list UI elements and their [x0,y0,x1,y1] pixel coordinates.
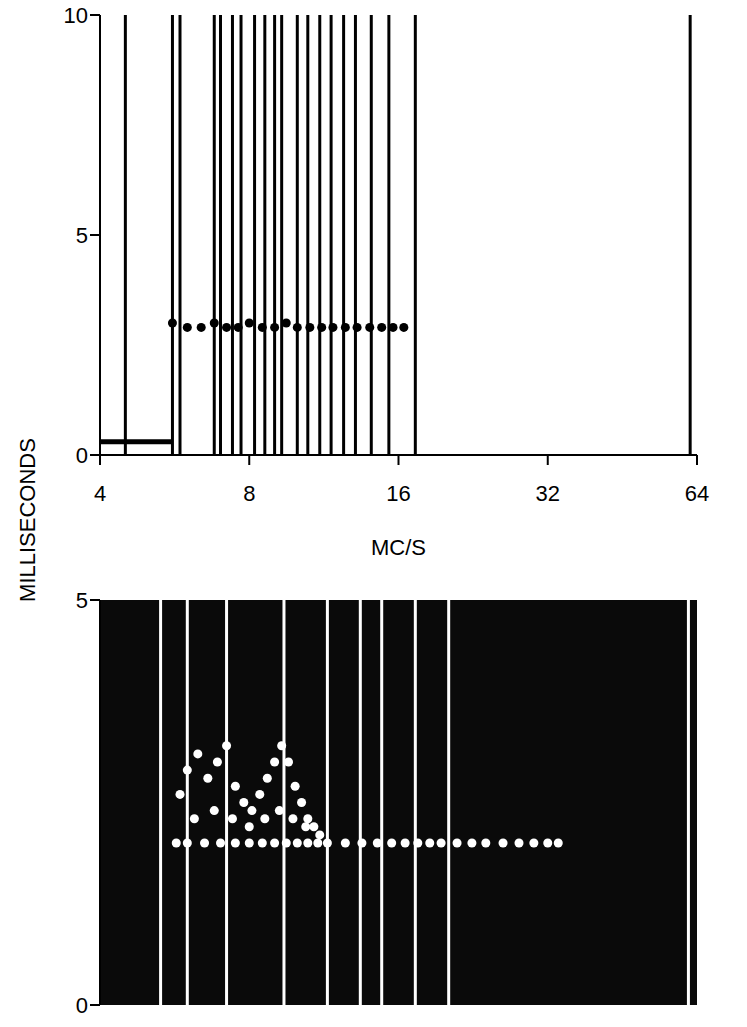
svg-text:0: 0 [76,443,88,468]
svg-text:10: 10 [64,3,88,28]
svg-text:5: 5 [76,223,88,248]
svg-text:MC/S: MC/S [371,535,426,560]
svg-text:64: 64 [685,481,709,506]
svg-text:4: 4 [94,481,106,506]
svg-text:32: 32 [536,481,560,506]
svg-text:0: 0 [76,993,88,1018]
svg-text:5: 5 [76,588,88,613]
svg-text:8: 8 [243,481,255,506]
svg-text:16: 16 [386,481,410,506]
html-text:MILLISECONDS: MILLISECONDS [15,438,40,602]
